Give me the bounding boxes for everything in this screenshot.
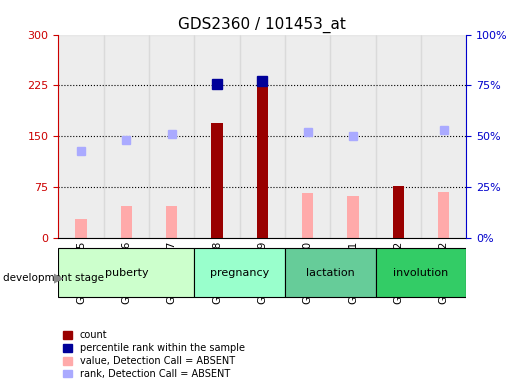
Bar	[393, 186, 404, 238]
Bar	[330, 35, 376, 238]
Bar	[149, 35, 195, 238]
Bar	[166, 206, 178, 238]
Bar	[376, 248, 466, 297]
Title: GDS2360 / 101453_at: GDS2360 / 101453_at	[179, 17, 346, 33]
Text: development stage: development stage	[3, 273, 104, 283]
Bar	[376, 35, 421, 238]
Bar	[211, 123, 223, 238]
Text: puberty: puberty	[104, 268, 148, 278]
Bar	[104, 35, 149, 238]
Bar	[285, 35, 330, 238]
Bar	[347, 196, 359, 238]
Bar	[195, 248, 285, 297]
Bar	[195, 35, 240, 238]
Bar	[257, 83, 268, 238]
Bar	[285, 248, 376, 297]
Bar	[75, 219, 86, 238]
Text: lactation: lactation	[306, 268, 355, 278]
Text: ▶: ▶	[54, 272, 64, 285]
Bar	[121, 206, 132, 238]
Bar	[58, 248, 195, 297]
Legend: count, percentile rank within the sample, value, Detection Call = ABSENT, rank, : count, percentile rank within the sample…	[63, 330, 245, 379]
Bar	[421, 35, 466, 238]
Text: involution: involution	[393, 268, 449, 278]
Bar	[58, 35, 104, 238]
Bar	[438, 192, 449, 238]
Bar	[240, 35, 285, 238]
Text: pregnancy: pregnancy	[210, 268, 269, 278]
Bar	[302, 193, 313, 238]
